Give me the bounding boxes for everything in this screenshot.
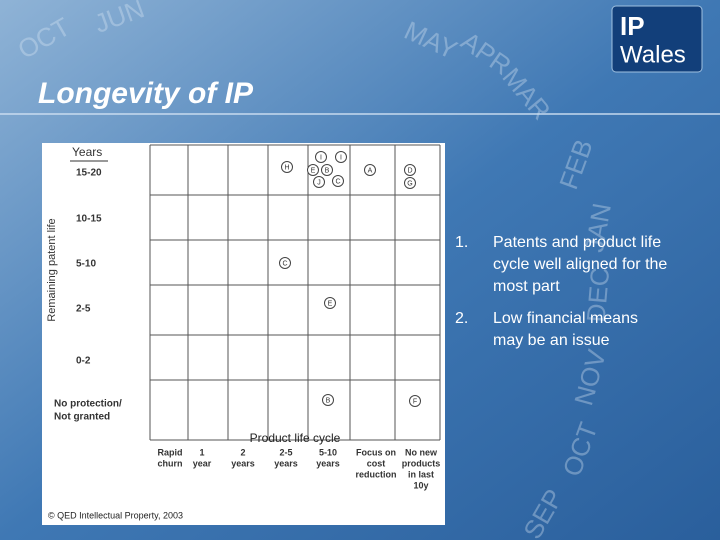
logo-wales: Wales [620, 41, 686, 68]
marker-label: C [282, 260, 287, 267]
column-label: years [274, 458, 298, 468]
bullet-points: 1. Patents and product life cycle well ali… [455, 234, 667, 349]
marker-label: E [328, 300, 333, 307]
marker-circle [279, 257, 291, 269]
marker-label: J [317, 179, 321, 186]
column-label: 1 [199, 447, 204, 457]
point-text: may be an issue [493, 332, 610, 349]
row-label: 0-2 [76, 356, 91, 367]
logo-ip: IP [620, 11, 645, 41]
point-text: cycle well aligned for the [493, 256, 667, 273]
y-axis-label: Remaining patent life [46, 218, 58, 321]
marker-circle [404, 164, 416, 176]
marker-label: D [407, 167, 412, 174]
point-text: most part [493, 278, 560, 295]
row-label: 10-15 [76, 214, 102, 225]
row-label: 2-5 [76, 304, 91, 315]
logo-box [611, 5, 703, 73]
point-number: 2. [455, 310, 468, 327]
marker-label: B [326, 397, 331, 404]
slide-title: Longevity of IP [38, 77, 254, 110]
point-number: 1. [455, 234, 468, 251]
column-label: churn [157, 458, 182, 468]
marker-circle [332, 175, 344, 187]
marker-label: G [407, 180, 412, 187]
column-label: Focus on [356, 447, 396, 457]
column-label: No new [405, 447, 438, 457]
marker-label: I [340, 154, 342, 161]
marker-circle [307, 164, 319, 176]
copyright: © QED Intellectual Property, 2003 [48, 510, 183, 520]
marker-label: H [284, 164, 289, 171]
column-label: 2 [240, 447, 245, 457]
point-text: Low financial means [493, 310, 638, 327]
marker-circle [313, 176, 325, 188]
marker-circle [335, 151, 347, 163]
column-label: years [231, 458, 255, 468]
marker-circle [321, 164, 333, 176]
marker-circle [322, 394, 334, 406]
marker-label: E [311, 167, 316, 174]
marker-circle [404, 177, 416, 189]
column-label: Rapid [157, 447, 182, 457]
column-label: reduction [355, 469, 396, 479]
marker-circle [315, 151, 327, 163]
row-label: No protection/ [54, 399, 122, 410]
marker-label: I [320, 154, 322, 161]
column-label: years [316, 458, 340, 468]
marker-circle [364, 164, 376, 176]
column-label: cost [367, 458, 386, 468]
marker-label: F [413, 398, 417, 405]
marker-circle [409, 395, 421, 407]
row-label: 5-10 [76, 259, 96, 270]
marker-label: B [325, 167, 330, 174]
x-axis-label: Product life cycle [250, 431, 341, 445]
y-header: Years [72, 145, 102, 159]
column-label: 5-10 [319, 447, 337, 457]
point-text: Patents and product life [493, 234, 661, 251]
column-label: 2-5 [279, 447, 292, 457]
column-label: products [402, 458, 441, 468]
row-label: 15-20 [76, 168, 102, 179]
marker-label: C [335, 178, 340, 185]
row-label: Not granted [54, 412, 110, 423]
background-month: DEC [581, 266, 616, 323]
figure: Years Remaining patent life 15-20 10-15 5-10… [46, 144, 441, 520]
figure-panel [42, 143, 445, 525]
column-label: in last [408, 469, 434, 479]
marker-label: A [368, 167, 373, 174]
marker-circle [324, 297, 336, 309]
marker-circle [281, 161, 293, 173]
column-label: 10y [413, 480, 428, 490]
column-label: year [193, 458, 212, 468]
